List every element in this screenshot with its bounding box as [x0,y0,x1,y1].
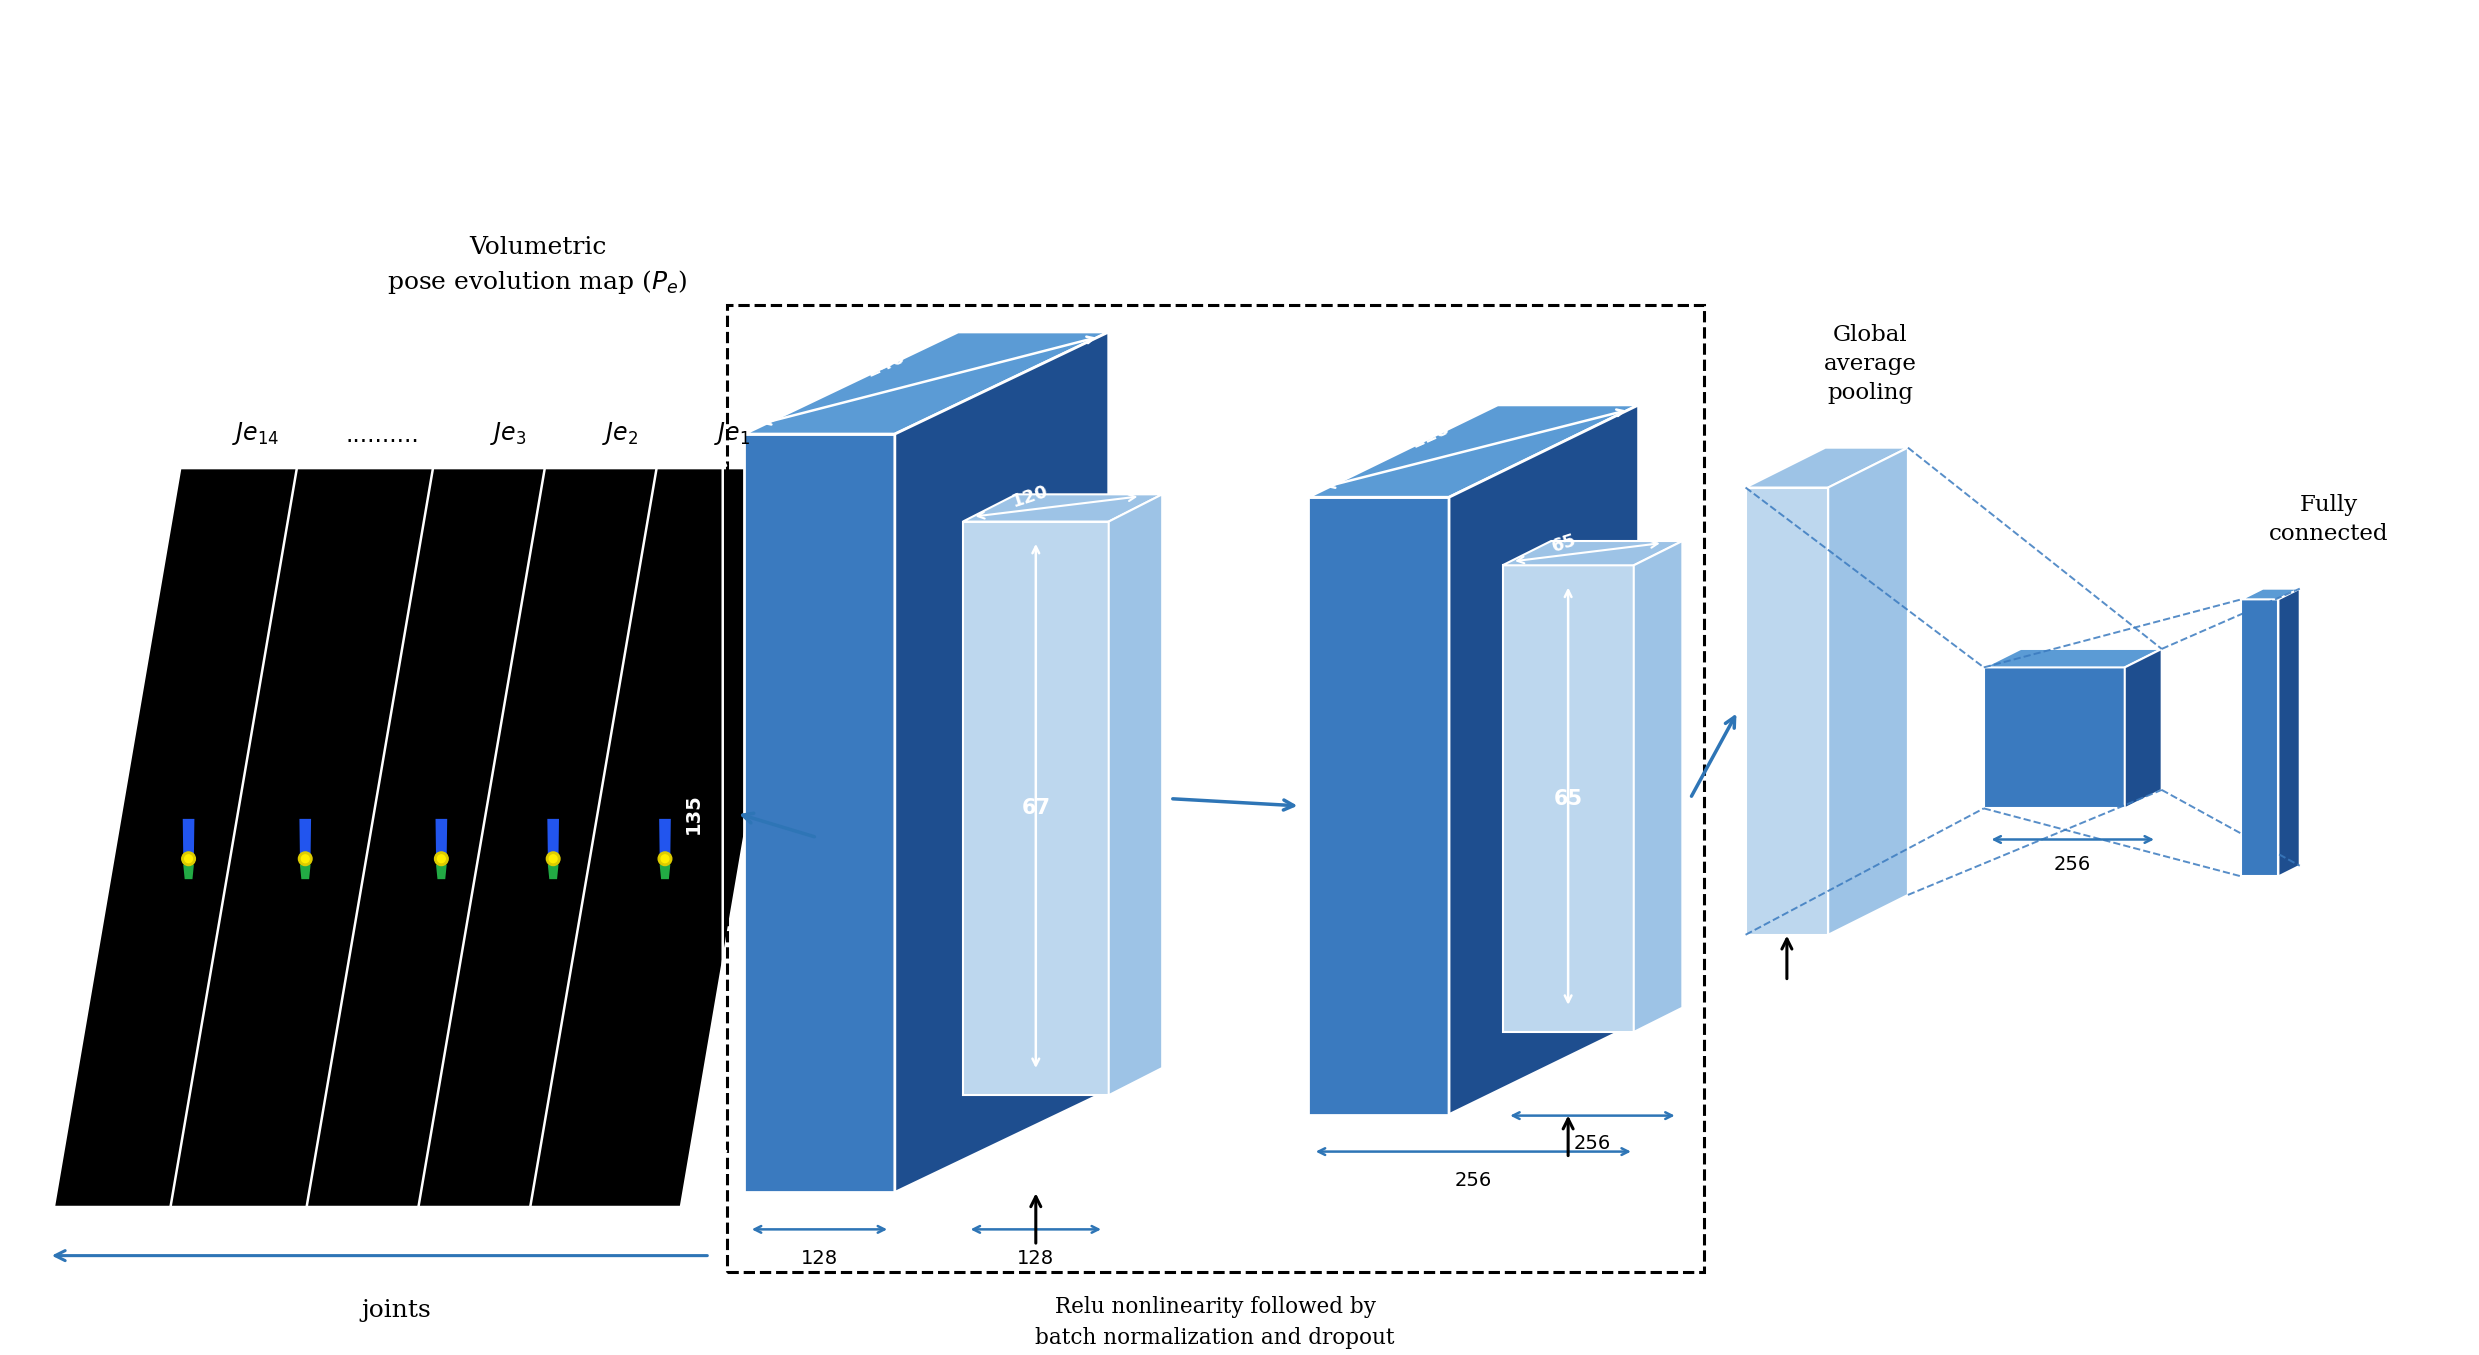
Text: 118: 118 [1408,417,1453,451]
Circle shape [183,855,193,863]
Text: 67: 67 [1021,798,1051,818]
Polygon shape [307,467,583,1207]
Text: 135: 135 [684,793,704,833]
Polygon shape [659,864,669,879]
Polygon shape [962,522,1108,1095]
Polygon shape [55,467,330,1207]
Polygon shape [744,332,1108,434]
Polygon shape [2278,588,2301,877]
Circle shape [436,855,446,863]
Polygon shape [1502,541,1683,565]
Circle shape [434,852,449,866]
Text: 120: 120 [1009,482,1051,511]
Polygon shape [1983,668,2125,809]
Text: 128: 128 [1016,1249,1054,1268]
Polygon shape [895,332,1108,1192]
Polygon shape [1502,565,1634,1033]
Text: Volumetric
pose evolution map ($P_e$): Volumetric pose evolution map ($P_e$) [387,236,687,295]
Polygon shape [300,864,310,879]
Circle shape [545,852,560,866]
Polygon shape [531,467,808,1207]
Polygon shape [548,864,558,879]
Polygon shape [183,864,193,879]
Polygon shape [1450,405,1639,1115]
Polygon shape [1309,405,1639,497]
Polygon shape [436,818,446,855]
Text: 65: 65 [1554,789,1582,809]
Circle shape [662,855,669,863]
Polygon shape [1634,541,1683,1033]
Polygon shape [744,434,895,1192]
Bar [726,305,1703,1272]
Polygon shape [1745,488,1827,935]
Text: ...........: ........... [67,1110,136,1129]
Polygon shape [171,467,449,1207]
Polygon shape [2241,588,2301,599]
Text: Fully
connected: Fully connected [2268,495,2390,545]
Text: joints: joints [362,1299,431,1322]
Polygon shape [1108,495,1163,1095]
Text: 240: 240 [863,347,907,381]
Text: 256: 256 [2055,855,2092,874]
Text: ..........: .......... [345,423,419,447]
Text: 128: 128 [801,1249,838,1268]
Circle shape [181,852,196,866]
Text: 65: 65 [1549,531,1579,556]
Polygon shape [1745,447,1909,488]
Text: $Je_1$: $Je_1$ [714,420,751,447]
Polygon shape [962,495,1163,522]
Circle shape [302,855,310,863]
Circle shape [550,855,558,863]
Text: 256: 256 [1455,1171,1492,1190]
Text: 65: 65 [1247,793,1267,820]
Polygon shape [419,467,697,1207]
Polygon shape [659,818,672,855]
Polygon shape [1983,649,2162,668]
Text: Relu nonlinearity followed by
batch normalization and dropout: Relu nonlinearity followed by batch norm… [1036,1297,1396,1350]
Polygon shape [2125,649,2162,809]
Circle shape [659,852,672,866]
Text: Global
average
pooling: Global average pooling [1825,324,1916,404]
Polygon shape [2241,599,2278,877]
Polygon shape [183,818,193,855]
Polygon shape [436,864,446,879]
Polygon shape [1309,497,1450,1115]
Text: $Je_3$: $Je_3$ [491,420,526,447]
Text: 256: 256 [1574,1134,1611,1153]
Text: $Je_{14}$: $Je_{14}$ [233,420,280,447]
Text: $Je_2$: $Je_2$ [602,420,637,447]
Polygon shape [300,818,310,855]
Polygon shape [1827,447,1909,935]
Circle shape [297,852,312,866]
Polygon shape [548,818,558,855]
